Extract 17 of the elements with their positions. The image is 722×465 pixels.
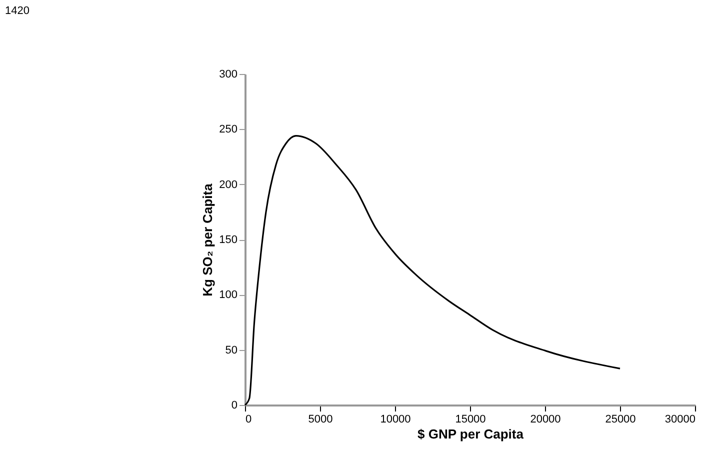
text: 1420 bbox=[5, 5, 30, 17]
x-axis-title: $ GNP per Capita bbox=[418, 426, 524, 442]
y-tick-label: 300 bbox=[219, 68, 238, 80]
x-tick-label: 15000 bbox=[455, 414, 486, 426]
x-tick-label: 30000 bbox=[664, 414, 696, 426]
y-tick-label: 200 bbox=[219, 178, 238, 191]
x-tick-label: 20000 bbox=[530, 414, 561, 426]
y-tick-label: 100 bbox=[219, 289, 238, 302]
y-tick-label: 0 bbox=[231, 400, 238, 412]
x-tick-label: 10000 bbox=[380, 414, 411, 426]
y-tick-label: 50 bbox=[225, 344, 238, 356]
y-tick-label: 150 bbox=[219, 234, 238, 246]
x-tick-label: 0 bbox=[246, 414, 252, 426]
y-tick-label: 250 bbox=[219, 124, 238, 136]
x-tick-label: 25000 bbox=[605, 414, 636, 426]
x-tick-label: 5000 bbox=[308, 414, 333, 426]
y-axis-title: Kg SO₂ per Capita bbox=[200, 182, 216, 296]
